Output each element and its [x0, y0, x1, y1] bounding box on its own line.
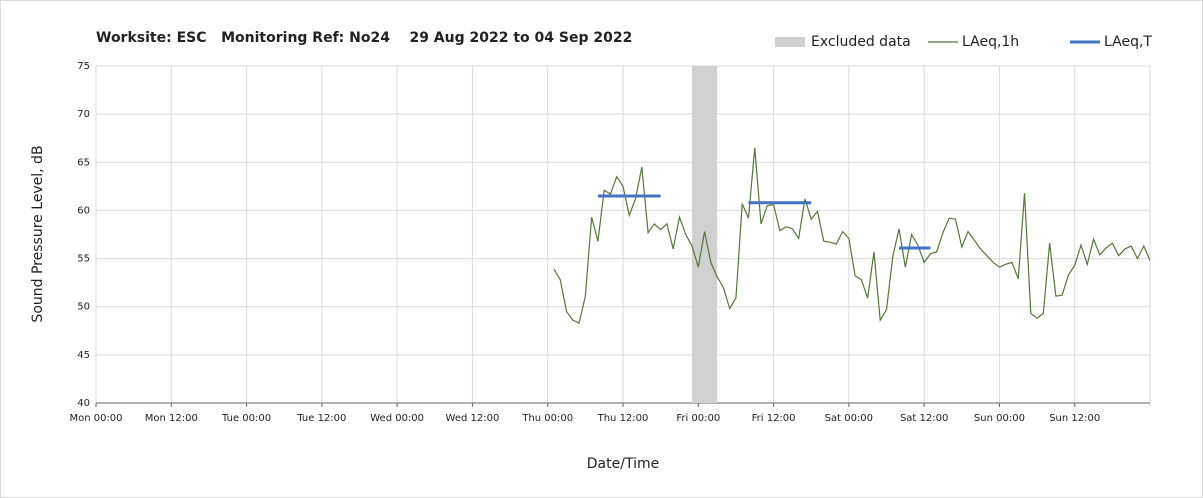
y-tick-label: 70	[77, 109, 90, 120]
y-tick-label: 45	[77, 350, 90, 361]
series-line	[553, 147, 1151, 324]
y-tick-label: 65	[77, 157, 90, 168]
legend-swatch	[775, 37, 805, 47]
legend-label: LAeq,T	[1104, 34, 1152, 50]
x-tick-label: Thu 00:00	[521, 413, 573, 424]
y-tick-label: 75	[77, 61, 90, 72]
x-tick-label: Fri 00:00	[676, 413, 720, 424]
legend-label: Excluded data	[811, 34, 911, 50]
x-tick-label: Mon 12:00	[145, 413, 198, 424]
x-tick-label: Sun 12:00	[1049, 413, 1100, 424]
y-axis-label: Sound Pressure Level, dB	[30, 145, 46, 322]
y-tick-label: 55	[77, 254, 90, 265]
x-tick-label: Sun 00:00	[974, 413, 1025, 424]
x-tick-label: Wed 12:00	[446, 413, 500, 424]
x-tick-label: Thu 12:00	[597, 413, 649, 424]
legend-label: LAeq,1h	[962, 34, 1019, 50]
x-tick-label: Wed 00:00	[370, 413, 424, 424]
x-axis-label: Date/Time	[587, 456, 659, 472]
x-tick-label: Tue 00:00	[221, 413, 271, 424]
x-tick-label: Sat 12:00	[900, 413, 948, 424]
y-tick-label: 50	[77, 302, 90, 313]
y-tick-label: 40	[77, 398, 90, 409]
series-line	[597, 194, 931, 250]
chart-title: Worksite: ESC Monitoring Ref: No24 29 Au…	[96, 30, 632, 46]
y-tick-label: 60	[77, 205, 90, 216]
x-tick-label: Sat 00:00	[825, 413, 873, 424]
x-tick-label: Fri 12:00	[752, 413, 796, 424]
x-tick-label: Mon 00:00	[69, 413, 122, 424]
x-tick-label: Tue 12:00	[296, 413, 346, 424]
